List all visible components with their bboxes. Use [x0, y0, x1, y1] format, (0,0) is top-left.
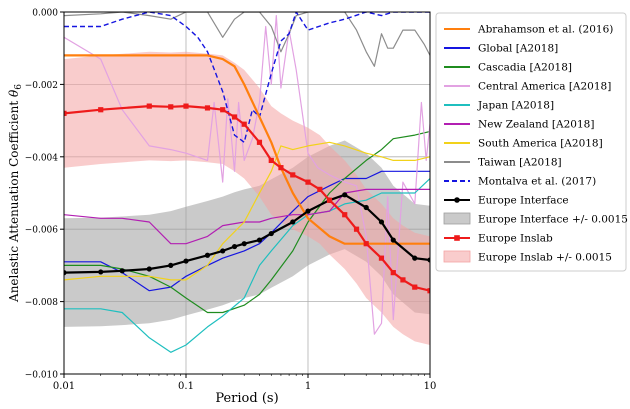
legend-item-south-america-a2018-label: South America [A2018] [478, 138, 603, 150]
data-point-europe-interface [220, 248, 226, 254]
data-point-europe-interface [290, 219, 296, 225]
data-point-europe-inslab [363, 241, 369, 247]
data-point-europe-interface [378, 219, 385, 225]
legend-item-cascadia-a2018-label: Cascadia [A2018] [478, 62, 572, 74]
data-point-europe-inslab [98, 107, 104, 113]
data-point-europe-inslab [378, 255, 385, 261]
legend-item-europe-inslab-marker [454, 235, 460, 241]
data-point-europe-inslab [305, 179, 311, 185]
data-point-europe-inslab [326, 197, 333, 203]
data-point-europe-inslab [220, 107, 226, 113]
legend-item-global-a2018-label: Global [A2018] [478, 43, 558, 55]
series-line-abrahamson-et-al-2016 [64, 54, 430, 245]
data-point-europe-inslab [278, 165, 284, 171]
data-point-europe-inslab [256, 139, 263, 145]
data-point-europe-inslab [204, 105, 211, 111]
confidence-bands [64, 51, 430, 346]
data-point-europe-interface [64, 270, 67, 276]
data-point-europe-interface [204, 252, 211, 258]
band-europe-inslab-0-0015 [64, 51, 430, 346]
x-tick-label: 0.01 [53, 381, 75, 392]
y-axis-label: Anelastic Attenuation Coefficient θ6 [7, 84, 24, 303]
data-point-europe-interface [427, 257, 430, 263]
y-tick-label: −0.006 [25, 226, 59, 236]
legend-item-abrahamson-et-al-2016-label: Abrahamson et al. (2016) [477, 24, 613, 36]
data-point-europe-interface [183, 258, 189, 264]
data-point-europe-interface [268, 230, 274, 237]
legend-item-europe-inslab-0-0015-swatch [443, 250, 471, 263]
y-tick-label: −0.010 [25, 371, 59, 381]
data-point-europe-inslab [342, 212, 348, 218]
data-point-europe-interface [146, 266, 152, 272]
data-point-europe-inslab [317, 186, 323, 192]
data-point-europe-inslab [268, 157, 274, 164]
data-point-europe-interface [168, 262, 174, 268]
plot-frame [63, 11, 431, 375]
x-axis-ticks: 0.01 0.1 1 10 [53, 374, 437, 392]
y-axis-label-symbol: θ [7, 89, 21, 97]
series-line-global-a2018 [64, 170, 430, 292]
x-axis-label: Period (s) [215, 391, 278, 406]
legend-item-europe-interface-label: Europe Interface [478, 195, 569, 207]
legend: Abrahamson et al. (2016) Global [A2018] Ca… [435, 12, 628, 272]
y-axis-ticks: −0.010 −0.008 −0.006 −0.004 −0.002 0.000 [25, 9, 64, 381]
data-point-europe-inslab [241, 121, 247, 127]
x-tick-label: 1 [305, 381, 311, 392]
data-point-europe-interface [390, 237, 396, 243]
series-markers [64, 103, 430, 294]
data-point-europe-interface [119, 268, 125, 274]
data-point-europe-inslab [353, 226, 360, 232]
series-line-central-america-a2018 [64, 15, 430, 335]
y-axis-label-subscript: 6 [14, 84, 24, 90]
y-tick-label: −0.002 [25, 81, 58, 91]
data-point-europe-inslab [168, 104, 174, 110]
data-point-europe-inslab [290, 172, 296, 178]
legend-item-taiwan-a2018-label: Taiwan [A2018] [478, 157, 562, 169]
legend-item-montalva-et-al-2017-label: Montalva et al. (2017) [478, 176, 596, 188]
legend-item-japan-a2018-label: Japan [A2018] [477, 100, 554, 112]
x-tick-label: 10 [424, 381, 437, 392]
data-point-europe-interface [342, 192, 348, 198]
data-point-europe-interface [241, 241, 247, 247]
data-point-europe-interface [231, 243, 238, 250]
y-tick-label: 0.000 [32, 9, 58, 19]
x-tick-label: 0.1 [178, 381, 194, 392]
data-point-europe-interface [305, 208, 311, 214]
data-point-europe-inslab [400, 277, 406, 283]
data-point-europe-inslab [390, 270, 396, 276]
legend-item-europe-inslab-0-0015-label: Europe Inslab +/- 0.0015 [478, 252, 612, 264]
legend-item-europe-interface-0-0015-label: Europe Interface +/- 0.0015 [478, 214, 628, 226]
data-point-europe-inslab [183, 103, 189, 109]
data-point-europe-inslab [427, 288, 430, 294]
data-point-europe-interface [98, 269, 104, 275]
data-point-europe-interface [363, 204, 369, 211]
legend-frame [435, 12, 627, 272]
data-point-europe-inslab [64, 110, 67, 116]
y-tick-label: −0.008 [25, 298, 59, 308]
series-line-new-zealand-a2018 [64, 188, 430, 245]
legend-item-europe-interface-marker [454, 197, 460, 203]
legend-item-europe-interface-0-0015-swatch [443, 212, 471, 225]
series-line-south-america-a2018 [64, 141, 430, 281]
data-point-europe-interface [412, 255, 418, 261]
legend-item-central-america-a2018-label: Central America [A2018] [478, 81, 611, 93]
data-point-europe-inslab [412, 284, 418, 290]
y-axis-label-main: Anelastic Attenuation Coefficient [7, 97, 21, 303]
series-line-cascadia-a2018 [64, 130, 430, 314]
legend-item-new-zealand-a2018-label: New Zealand [A2018] [478, 119, 594, 131]
data-point-europe-inslab [146, 103, 152, 109]
data-point-europe-interface [256, 237, 263, 243]
data-point-europe-inslab [231, 114, 238, 120]
legend-item-europe-inslab-label: Europe Inslab [478, 233, 553, 245]
series-line-japan-a2018 [64, 178, 430, 353]
y-tick-label: −0.004 [25, 153, 59, 163]
